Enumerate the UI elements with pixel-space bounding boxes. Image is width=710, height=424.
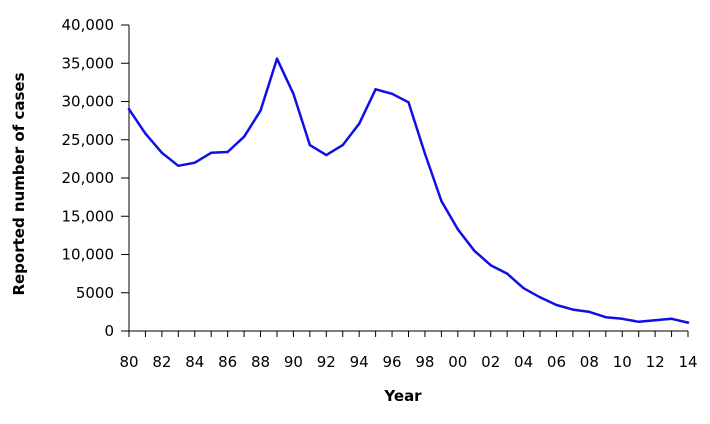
data-point (242, 135, 246, 138)
data-point (144, 132, 147, 135)
y-tick-label: 25,000 (62, 131, 115, 149)
data-point (160, 151, 164, 154)
x-tick-label: 84 (185, 353, 204, 371)
data-point (390, 92, 394, 96)
data-point (653, 319, 657, 322)
x-axis: 80 82 84 86 88 90 92 94 96 98 00 02 04 06 08 10 12 14 (119, 330, 698, 371)
data-point (423, 152, 427, 155)
data-point (357, 122, 361, 125)
data-point (440, 199, 443, 203)
data-point (275, 57, 279, 60)
x-tick-label: 12 (646, 353, 665, 371)
y-tick-label: 0 (104, 322, 114, 340)
data-point (571, 308, 575, 311)
data-point (637, 320, 640, 324)
y-tick-label: 5000 (76, 284, 114, 302)
x-tick-label: 98 (415, 353, 434, 371)
y-tick-label: 35,000 (62, 54, 115, 72)
y-tick-label: 30,000 (62, 93, 115, 111)
data-point (670, 317, 673, 320)
data-point (292, 92, 295, 96)
y-tick-label: 15,000 (62, 207, 115, 225)
x-tick-label: 14 (678, 353, 697, 371)
y-tick-label: 40,000 (62, 16, 115, 34)
data-point (686, 321, 690, 324)
data-point (407, 101, 410, 104)
x-tick-label: 94 (350, 353, 369, 371)
data-point (193, 161, 196, 164)
data-point (604, 316, 607, 319)
data-point (522, 286, 525, 290)
x-tick-label: 92 (317, 353, 336, 371)
data-point (489, 264, 492, 267)
x-tick-label: 08 (580, 353, 599, 371)
data-point (341, 143, 344, 147)
x-tick-label: 90 (284, 353, 303, 371)
series-layer (127, 57, 690, 324)
data-point (473, 249, 476, 252)
x-tick-label: 88 (251, 353, 270, 371)
x-axis-title: Year (383, 387, 422, 405)
data-point (621, 317, 624, 320)
data-point (259, 109, 262, 112)
x-tick-label: 06 (547, 353, 566, 371)
data-point (325, 153, 328, 157)
data-point (456, 228, 460, 231)
data-point (588, 310, 591, 314)
y-tick-label: 10,000 (62, 246, 115, 264)
x-tick-label: 80 (119, 353, 138, 371)
data-point (374, 88, 377, 91)
y-axis-title: Reported number of cases (10, 72, 28, 295)
data-point (308, 143, 312, 147)
data-point (127, 107, 131, 111)
data-point (210, 151, 213, 154)
data-point (177, 164, 180, 167)
x-tick-label: 86 (218, 353, 237, 371)
x-tick-label: 04 (514, 353, 533, 371)
y-tick-label: 20,000 (62, 169, 115, 187)
x-tick-label: 82 (152, 353, 171, 371)
x-tick-label: 96 (383, 353, 402, 371)
data-point (226, 150, 229, 154)
x-tick-label: 02 (481, 353, 500, 371)
x-tick-label: 10 (613, 353, 632, 371)
series-line (127, 57, 690, 324)
data-point (538, 296, 542, 299)
x-tick-label: 00 (448, 353, 467, 371)
data-point (505, 272, 509, 275)
data-point (555, 303, 558, 307)
y-axis: 0 5000 10,000 15,000 20,000 25,000 30,000 35,00… (62, 16, 130, 340)
